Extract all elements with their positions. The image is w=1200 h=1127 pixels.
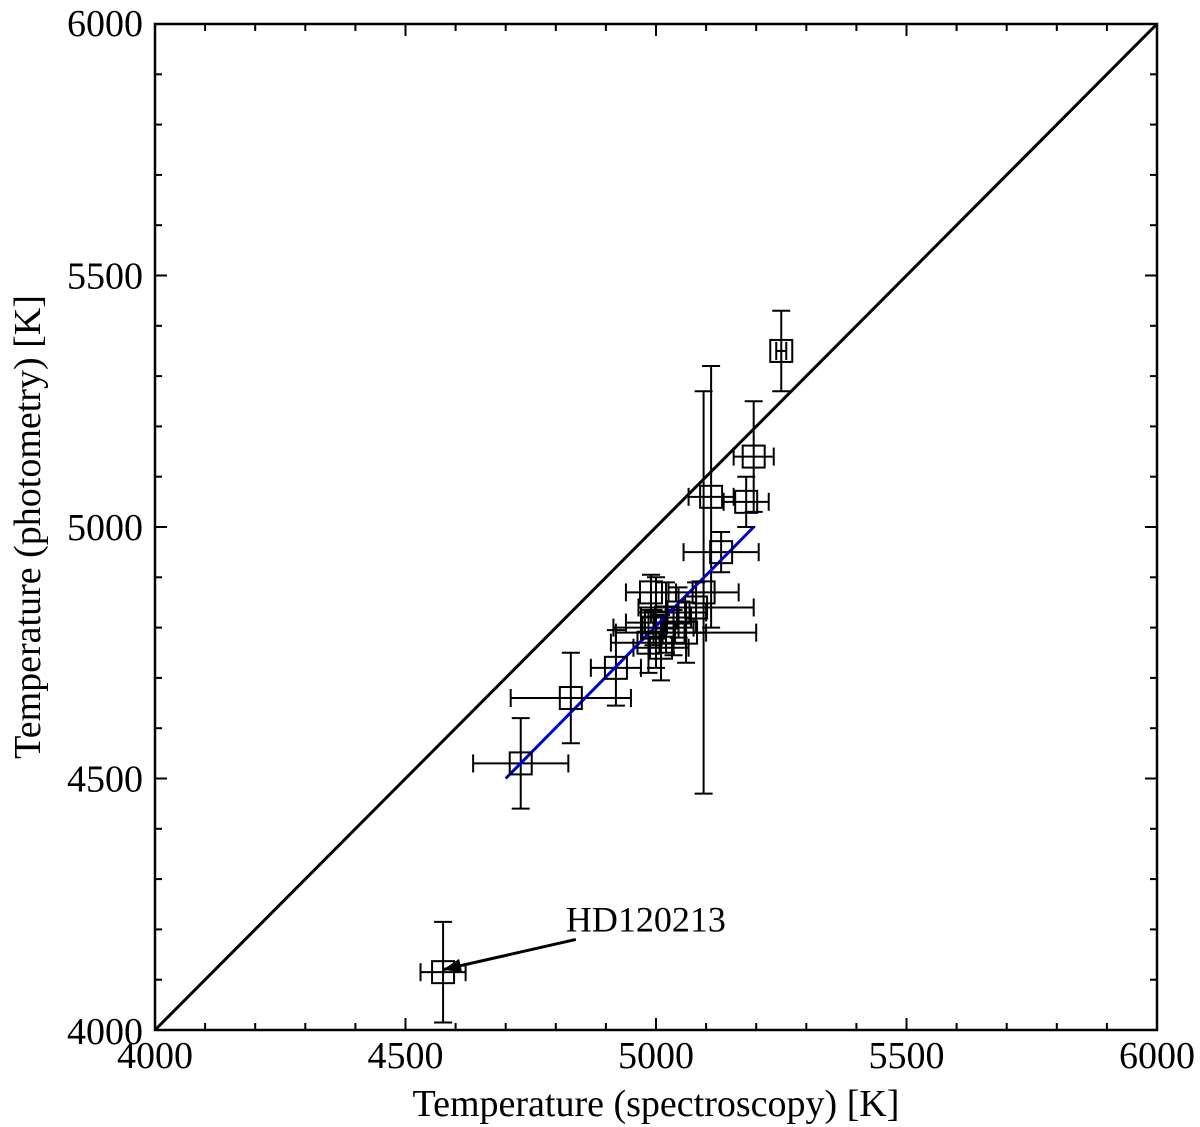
data-point-marker [691, 580, 716, 605]
data-point-marker [699, 484, 724, 509]
data-point-marker [661, 620, 686, 645]
data-point-marker [558, 686, 583, 711]
y-tick-label: 4000 [67, 1011, 143, 1053]
data-point-marker [654, 605, 679, 630]
y-tick-label: 5500 [67, 256, 143, 298]
data-point-marker [741, 444, 766, 469]
annotation-arrow-head [443, 958, 463, 973]
data-point-marker [674, 620, 699, 645]
data-point-marker [636, 630, 661, 655]
annotation-arrow-line [442, 937, 577, 972]
data-point-marker [603, 655, 628, 680]
y-tick-label: 5000 [67, 507, 143, 549]
y-axis-title: Temperature (photometry) [K] [7, 295, 49, 759]
markers-layer [431, 338, 794, 985]
x-axis-title: Temperature (spectroscopy) [K] [413, 1083, 900, 1125]
data-point-marker [709, 540, 734, 565]
annotation-label: HD120213 [566, 899, 726, 939]
tick-labels-layer: 4000 4500 5000 5500 6000 4000 4500 5000 5500 6000 [67, 3, 1195, 1077]
y-tick-label: 6000 [67, 3, 143, 45]
x-tick-label: 6000 [1119, 1035, 1195, 1077]
data-point-marker [684, 595, 709, 620]
x-tick-label: 5000 [618, 1035, 694, 1077]
x-tick-label: 4000 [117, 1035, 193, 1077]
data-point-marker [734, 489, 759, 514]
data-point-marker [638, 580, 663, 605]
plot-frame [153, 22, 1159, 1032]
x-tick-label: 5500 [869, 1035, 945, 1077]
data-point-marker [508, 751, 533, 776]
annotations-layer: HD120213 [442, 899, 726, 973]
y-tick-label: 4500 [67, 759, 143, 801]
data-point-marker [431, 960, 456, 985]
trend-lines-layer [153, 22, 1159, 1032]
data-point-marker [649, 635, 674, 660]
line-fit [504, 525, 755, 780]
line-one-to-one [153, 22, 1159, 1032]
data-point-marker [769, 338, 794, 363]
x-tick-label: 4500 [368, 1035, 444, 1077]
data-point-marker [666, 600, 691, 625]
